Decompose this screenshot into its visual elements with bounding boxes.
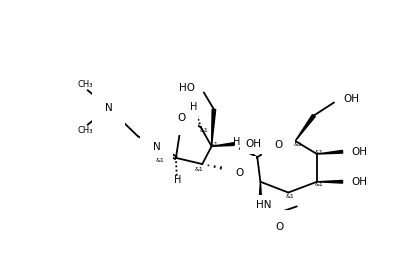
Text: H: H bbox=[174, 175, 181, 185]
Text: &1: &1 bbox=[315, 181, 324, 187]
Text: N: N bbox=[153, 142, 160, 152]
Text: O: O bbox=[276, 222, 284, 232]
Polygon shape bbox=[295, 115, 315, 141]
Text: OH: OH bbox=[343, 94, 359, 104]
Polygon shape bbox=[240, 147, 257, 157]
Text: &1: &1 bbox=[241, 181, 249, 186]
Text: &1: &1 bbox=[210, 142, 218, 147]
Text: &1: &1 bbox=[237, 156, 246, 161]
Text: CH₃: CH₃ bbox=[77, 126, 93, 135]
Text: H: H bbox=[233, 137, 240, 148]
Text: CH₃: CH₃ bbox=[77, 80, 93, 89]
Text: O: O bbox=[274, 140, 283, 150]
Text: N: N bbox=[105, 103, 112, 113]
Text: &1: &1 bbox=[285, 194, 294, 199]
Text: OH: OH bbox=[352, 177, 368, 187]
Text: &1: &1 bbox=[199, 128, 208, 133]
Text: O: O bbox=[177, 113, 185, 123]
Text: HO: HO bbox=[179, 83, 195, 93]
Polygon shape bbox=[212, 143, 234, 146]
Polygon shape bbox=[212, 109, 216, 146]
Polygon shape bbox=[317, 150, 343, 154]
Text: &1: &1 bbox=[156, 159, 165, 163]
Polygon shape bbox=[259, 182, 262, 202]
Text: &1: &1 bbox=[195, 167, 204, 172]
Polygon shape bbox=[317, 180, 343, 183]
Text: &1: &1 bbox=[315, 150, 324, 155]
Text: OH: OH bbox=[245, 139, 261, 149]
Text: &1: &1 bbox=[293, 142, 302, 147]
Text: OH: OH bbox=[352, 147, 368, 157]
Text: O: O bbox=[235, 168, 243, 178]
Text: H: H bbox=[190, 102, 197, 112]
Text: HN: HN bbox=[256, 200, 271, 210]
